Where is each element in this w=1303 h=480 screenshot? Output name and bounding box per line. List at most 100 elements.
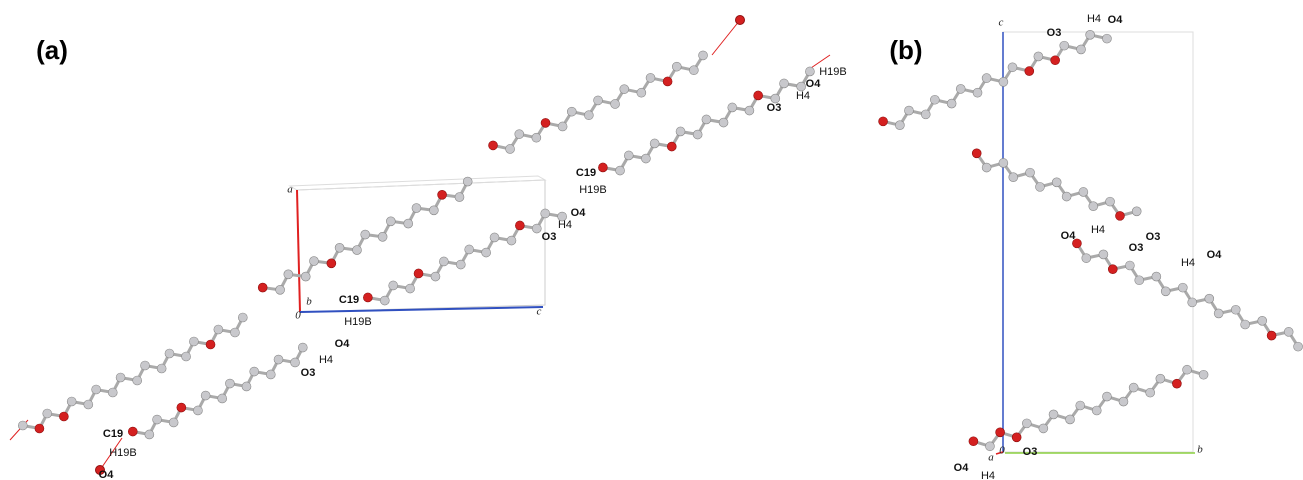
crystal-figure: (a)H19BO4H4O3C19H19BO4H4O3C19H19BO4H4O3C… — [0, 0, 1303, 480]
atom — [616, 166, 625, 175]
atom — [780, 79, 789, 88]
atom-label: H19B — [344, 316, 372, 328]
atom — [1060, 41, 1069, 50]
atom-label: O3 — [767, 102, 782, 114]
atom — [956, 84, 965, 93]
atom — [490, 233, 499, 242]
atom — [482, 248, 491, 257]
atom — [1294, 342, 1303, 351]
unit-cell-a-top — [290, 176, 545, 190]
atom-label: O4 — [954, 462, 970, 474]
atom — [507, 236, 516, 245]
atom — [1034, 52, 1043, 61]
atom — [242, 382, 251, 391]
atom-label: O3 — [542, 231, 557, 243]
atom — [641, 154, 650, 163]
atom — [301, 272, 310, 281]
atom — [145, 430, 154, 439]
atom — [59, 412, 68, 421]
atom — [637, 88, 646, 97]
atom — [1102, 392, 1111, 401]
atom — [1132, 207, 1141, 216]
atom — [406, 284, 415, 293]
atom — [378, 232, 387, 241]
atom — [291, 358, 300, 367]
atom — [284, 270, 293, 279]
atom-label: C19 — [339, 294, 359, 306]
atom — [169, 418, 178, 427]
atom — [465, 245, 474, 254]
atom — [92, 385, 101, 394]
atom — [805, 67, 814, 76]
atom — [1066, 415, 1075, 424]
atom — [165, 349, 174, 358]
atom — [250, 367, 259, 376]
atom — [438, 190, 447, 199]
bond — [712, 20, 740, 55]
atom-label: H19B — [109, 447, 137, 459]
atom-label: O3 — [301, 367, 316, 379]
atom — [352, 246, 361, 255]
atom — [594, 96, 603, 105]
atom — [947, 99, 956, 108]
atom — [414, 269, 423, 278]
atom — [1284, 327, 1293, 336]
atom — [1039, 424, 1048, 433]
atom — [18, 421, 27, 430]
atom — [230, 328, 239, 337]
atom — [1119, 397, 1128, 406]
atom — [999, 77, 1008, 86]
atom-label: H4 — [319, 354, 333, 366]
atom — [35, 424, 44, 433]
atom-label: O3 — [1129, 242, 1144, 254]
axis-label: b — [306, 296, 312, 308]
unit-cell-b — [1003, 32, 1193, 452]
molecules — [18, 16, 1302, 475]
atom-label: O3 — [1023, 446, 1038, 458]
atom — [1199, 370, 1208, 379]
atom — [1188, 298, 1197, 307]
atom — [584, 111, 593, 120]
atom — [489, 141, 498, 150]
atom — [1022, 419, 1031, 428]
atom — [1115, 211, 1124, 220]
atom — [693, 130, 702, 139]
bond-chain — [23, 318, 243, 429]
atom — [921, 110, 930, 119]
axis-label: a — [988, 452, 994, 464]
atom-label: H4 — [558, 219, 572, 231]
axis-label: 0 — [295, 310, 301, 322]
atom — [996, 428, 1005, 437]
atom — [1076, 401, 1085, 410]
atom — [276, 285, 285, 294]
unit-cells — [10, 20, 1195, 470]
atom — [1052, 178, 1061, 187]
atom — [189, 337, 198, 346]
axis-c — [300, 307, 543, 312]
atom — [1009, 173, 1018, 182]
atom — [541, 209, 550, 218]
atom-label: H19B — [579, 184, 607, 196]
atom-label: O3 — [1047, 27, 1062, 39]
panel-label: (a) — [36, 35, 68, 65]
atom — [116, 373, 125, 382]
atom — [1102, 34, 1111, 43]
atom — [667, 142, 676, 151]
atom — [1267, 331, 1276, 340]
atom-label: O4 — [335, 338, 351, 350]
atom — [598, 163, 607, 172]
atom-label: H19B — [819, 66, 847, 78]
atom — [389, 281, 398, 290]
atom — [1077, 45, 1086, 54]
atom — [672, 62, 681, 71]
atom — [515, 221, 524, 230]
atom — [1035, 182, 1044, 191]
atom — [1008, 63, 1017, 72]
atom-label: H4 — [1181, 257, 1195, 269]
atom — [431, 272, 440, 281]
atom — [108, 388, 117, 397]
atom-label: H4 — [1091, 224, 1105, 236]
atom — [218, 394, 227, 403]
atom — [380, 296, 389, 305]
atom — [141, 361, 150, 370]
